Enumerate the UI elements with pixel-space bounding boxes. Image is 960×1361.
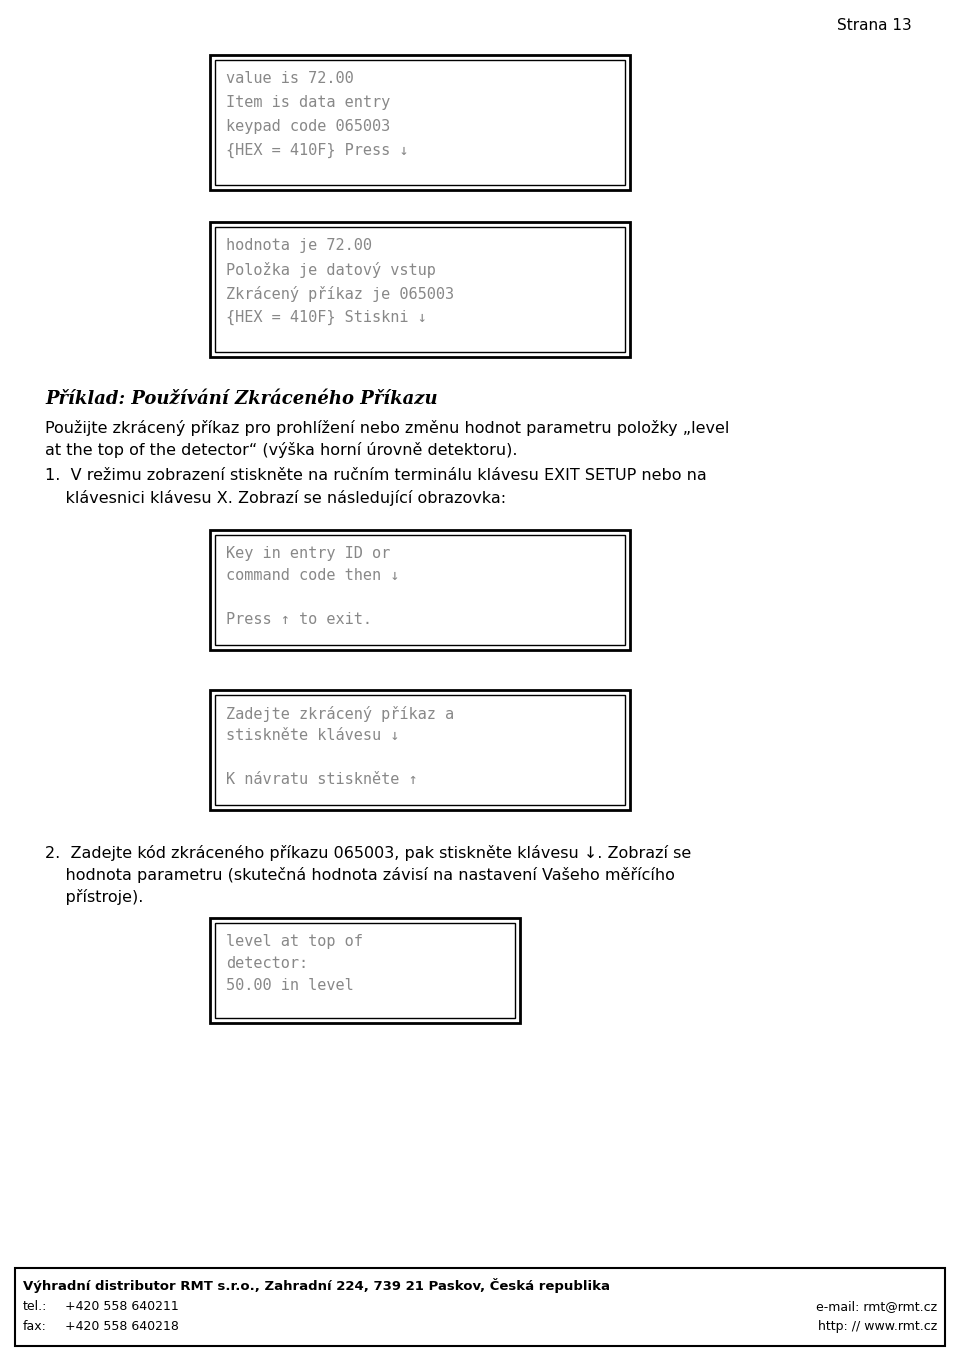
Text: Příklad: Používání Zkráceného Příkazu: Příklad: Používání Zkráceného Příkazu (45, 391, 438, 408)
Text: http: // www.rmt.cz: http: // www.rmt.cz (818, 1320, 937, 1332)
Bar (210, 222, 630, 357)
Text: command code then ↓: command code then ↓ (226, 568, 399, 583)
Text: 1.  V režimu zobrazení stiskněte na ručním terminálu klávesu EXIT SETUP nebo na: 1. V režimu zobrazení stiskněte na ruční… (45, 468, 707, 483)
Text: Zadejte zkrácený příkaz a: Zadejte zkrácený příkaz a (226, 706, 454, 721)
Bar (215, 227, 625, 352)
Bar (210, 919, 520, 1023)
Bar (210, 690, 630, 810)
Text: 50.00 in level: 50.00 in level (226, 979, 353, 994)
Text: Položka je datový vstup: Položka je datový vstup (226, 263, 436, 278)
Text: hodnota parametru (skutečná hodnota závisí na nastavení Vašeho měřícího: hodnota parametru (skutečná hodnota závi… (45, 867, 675, 883)
Text: Press ↑ to exit.: Press ↑ to exit. (226, 612, 372, 627)
Bar (215, 60, 625, 185)
Text: detector:: detector: (226, 955, 308, 970)
Text: stiskněte klávesu ↓: stiskněte klávesu ↓ (226, 728, 399, 743)
Text: Item is data entry: Item is data entry (226, 95, 391, 110)
Bar (215, 695, 625, 804)
Text: Key in entry ID or: Key in entry ID or (226, 546, 391, 561)
Text: at the top of the detector“ (výška horní úrovně detektoru).: at the top of the detector“ (výška horní… (45, 442, 517, 459)
Text: Výhradní distributor RMT s.r.o., Zahradní 224, 739 21 Paskov, Česká republika: Výhradní distributor RMT s.r.o., Zahradn… (23, 1278, 610, 1293)
Bar (210, 529, 630, 651)
Text: K návratu stiskněte ↑: K návratu stiskněte ↑ (226, 772, 418, 787)
Text: e-mail: rmt@rmt.cz: e-mail: rmt@rmt.cz (816, 1300, 937, 1313)
Text: hodnota je 72.00: hodnota je 72.00 (226, 238, 372, 253)
Text: +420 558 640211: +420 558 640211 (65, 1300, 179, 1313)
Bar (210, 54, 630, 191)
Text: fax:: fax: (23, 1320, 47, 1332)
Text: Použijte zkrácený příkaz pro prohlížení nebo změnu hodnot parametru položky „lev: Použijte zkrácený příkaz pro prohlížení … (45, 421, 730, 436)
Text: Zkrácený příkaz je 065003: Zkrácený příkaz je 065003 (226, 286, 454, 302)
Bar (215, 923, 515, 1018)
Text: Strana 13: Strana 13 (837, 18, 912, 33)
Text: level at top of: level at top of (226, 934, 363, 949)
Text: 2.  Zadejte kód zkráceného příkazu 065003, pak stiskněte klávesu ↓. Zobrazí se: 2. Zadejte kód zkráceného příkazu 065003… (45, 845, 691, 862)
Text: +420 558 640218: +420 558 640218 (65, 1320, 179, 1332)
Text: {HEX = 410F} Press ↓: {HEX = 410F} Press ↓ (226, 143, 409, 158)
Text: klávesnici klávesu X. Zobrazí se následující obrazovka:: klávesnici klávesu X. Zobrazí se následu… (45, 490, 506, 506)
Text: value is 72.00: value is 72.00 (226, 71, 353, 86)
Text: keypad code 065003: keypad code 065003 (226, 118, 391, 133)
Text: {HEX = 410F} Stiskni ↓: {HEX = 410F} Stiskni ↓ (226, 310, 427, 325)
Bar (15, 1268, 945, 1346)
Text: tel.:: tel.: (23, 1300, 47, 1313)
Text: přístroje).: přístroje). (45, 889, 143, 905)
Bar (215, 535, 625, 645)
